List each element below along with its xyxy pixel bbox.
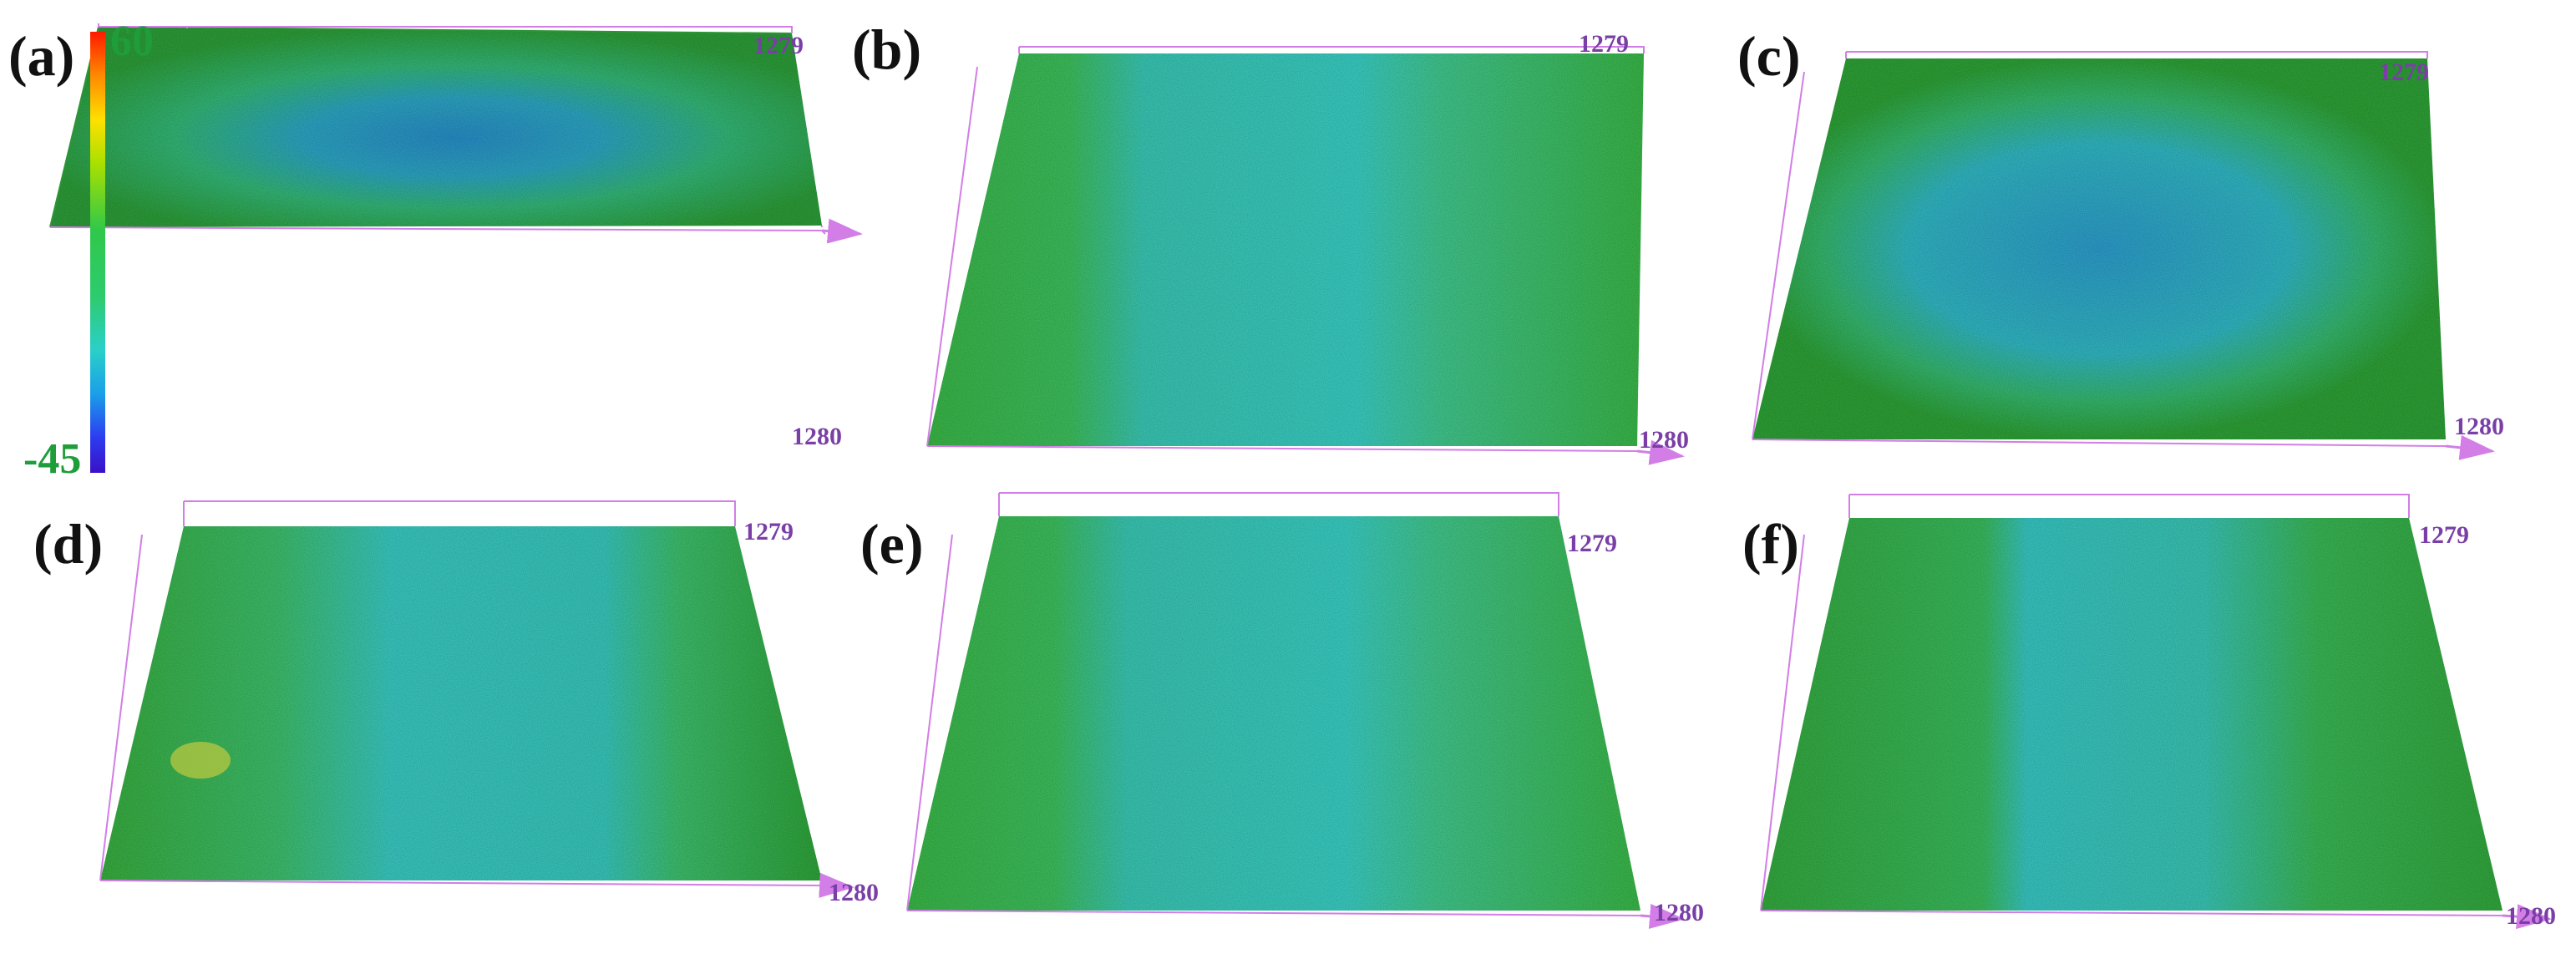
panel-b-axis-top: 1279 — [1579, 30, 1629, 58]
panel-e-axis-top: 1279 — [1567, 530, 1617, 557]
panel-d-axis-bottom: 1280 — [829, 879, 879, 906]
panel-c-label: (c) — [1737, 24, 1801, 88]
panel-e-label: (e) — [860, 512, 924, 576]
panel-d-label: (d) — [33, 512, 104, 576]
panel-d-surface — [99, 500, 854, 898]
panel-f-axis-top: 1279 — [2419, 521, 2469, 549]
panel-b-surface — [926, 46, 1685, 465]
panel-e-axis-bottom: 1280 — [1654, 899, 1704, 926]
panel-d-axis-top: 1279 — [743, 518, 794, 546]
panel-f-axis-bottom: 1280 — [2506, 902, 2556, 930]
height-colorbar — [90, 32, 105, 473]
panel-a-axis-bottom: 1280 — [792, 423, 842, 450]
panel-e-surface — [906, 492, 1685, 929]
panel-b-axis-bottom: 1280 — [1639, 426, 1689, 454]
panel-f-surface — [1760, 494, 2552, 930]
panel-b-label: (b) — [852, 18, 922, 81]
panel-f-label: (f) — [1742, 512, 1799, 576]
panel-a-surface — [49, 23, 863, 244]
panel-c-surface — [1752, 51, 2495, 460]
panel-a-axis-top: 1279 — [753, 32, 804, 59]
panel-a-label: (a) — [8, 24, 75, 88]
panel-c-axis-bottom: 1280 — [2454, 413, 2504, 440]
panel-c-axis-top: 1279 — [2379, 58, 2429, 86]
colorbar-max-label: 60 — [110, 18, 154, 65]
colorbar-min-label: -45 — [23, 435, 82, 483]
